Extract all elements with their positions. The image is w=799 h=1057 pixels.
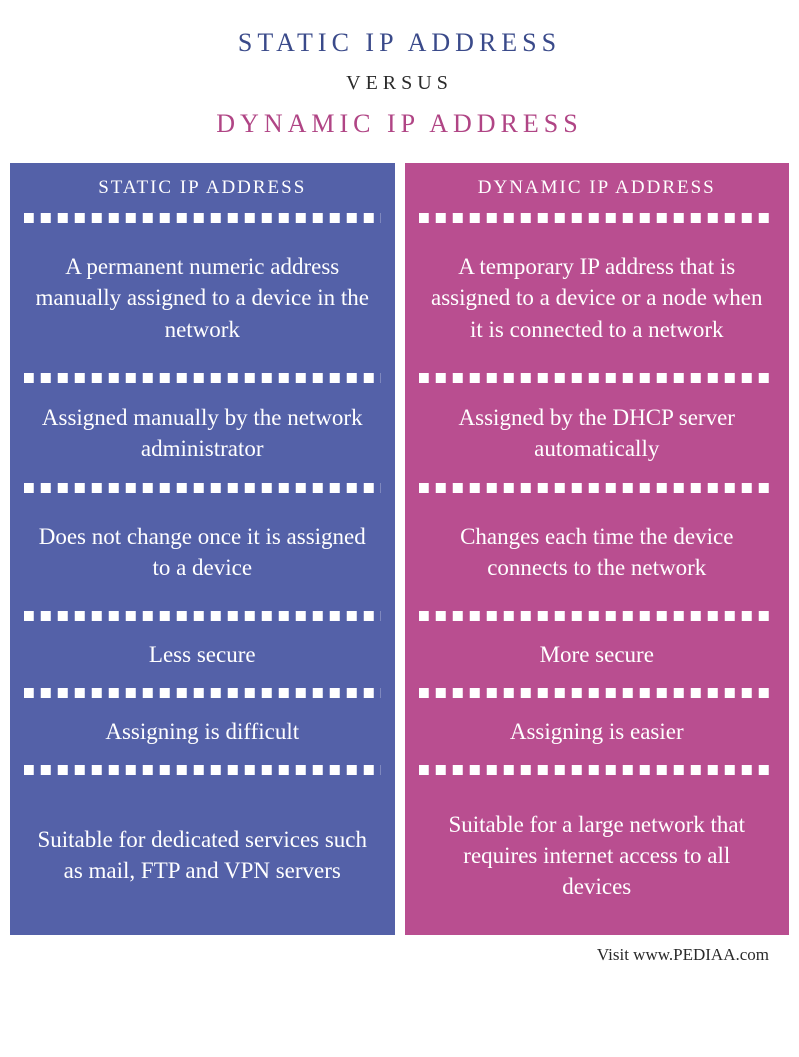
divider — [419, 483, 776, 493]
column-header-static: STATIC IP ADDRESS — [10, 163, 395, 213]
divider — [24, 611, 381, 621]
cell-static-4: Assigning is difficult — [10, 698, 395, 765]
divider — [24, 688, 381, 698]
cell-static-0: A permanent numeric address manually ass… — [10, 223, 395, 373]
cell-dynamic-0: A temporary IP address that is assigned … — [405, 223, 790, 373]
cell-static-1: Assigned manually by the network adminis… — [10, 383, 395, 483]
column-header-dynamic: DYNAMIC IP ADDRESS — [405, 163, 790, 213]
divider — [419, 765, 776, 775]
title-versus: VERSUS — [20, 72, 779, 95]
cell-dynamic-1: Assigned by the DHCP server automaticall… — [405, 383, 790, 483]
divider — [24, 765, 381, 775]
title-static: STATIC IP ADDRESS — [20, 28, 779, 58]
header-block: STATIC IP ADDRESS VERSUS DYNAMIC IP ADDR… — [0, 0, 799, 163]
cell-dynamic-3: More secure — [405, 621, 790, 688]
column-static: STATIC IP ADDRESS A permanent numeric ad… — [10, 163, 395, 935]
divider — [419, 688, 776, 698]
title-dynamic: DYNAMIC IP ADDRESS — [20, 109, 779, 139]
cell-static-3: Less secure — [10, 621, 395, 688]
infographic-container: STATIC IP ADDRESS VERSUS DYNAMIC IP ADDR… — [0, 0, 799, 985]
divider — [24, 213, 381, 223]
column-dynamic: DYNAMIC IP ADDRESS A temporary IP addres… — [405, 163, 790, 935]
divider — [419, 213, 776, 223]
cell-dynamic-2: Changes each time the device connects to… — [405, 493, 790, 611]
divider — [419, 373, 776, 383]
cell-static-5: Suitable for dedicated services such as … — [10, 775, 395, 935]
cell-dynamic-5: Suitable for a large network that requir… — [405, 775, 790, 935]
footer-credit: Visit www.PEDIAA.com — [0, 935, 799, 985]
cell-dynamic-4: Assigning is easier — [405, 698, 790, 765]
comparison-columns: STATIC IP ADDRESS A permanent numeric ad… — [0, 163, 799, 935]
divider — [24, 483, 381, 493]
cell-static-2: Does not change once it is assigned to a… — [10, 493, 395, 611]
divider — [24, 373, 381, 383]
divider — [419, 611, 776, 621]
